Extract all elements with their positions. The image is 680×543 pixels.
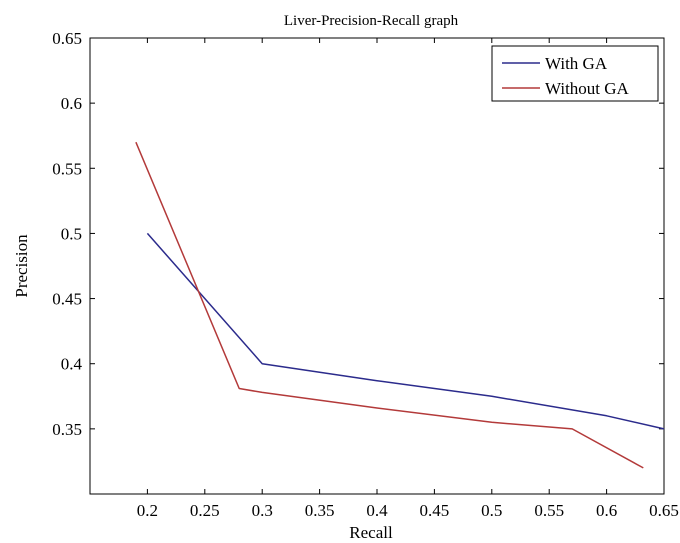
x-tick-label: 0.35 (305, 501, 335, 520)
y-tick-label: 0.45 (52, 290, 82, 309)
y-tick-label: 0.55 (52, 159, 82, 178)
x-axis-label: Recall (349, 523, 393, 542)
y-tick-label: 0.35 (52, 420, 82, 439)
y-tick-label: 0.6 (61, 94, 82, 113)
x-tick-label: 0.3 (252, 501, 273, 520)
legend-label-with-ga: With GA (545, 54, 608, 73)
x-tick-label: 0.25 (190, 501, 220, 520)
x-tick-label: 0.55 (534, 501, 564, 520)
legend: With GA Without GA (491, 45, 659, 102)
series-line-with-ga (146, 232, 665, 430)
y-tick-label: 0.5 (61, 224, 82, 243)
series-line-without-ga (135, 141, 644, 469)
x-axis-ticks: 0.2 0.25 0.3 0.35 0.4 0.45 0.5 0.55 0.6 0.65 (137, 38, 679, 520)
y-tick-label: 0.65 (52, 29, 82, 48)
legend-label-without-ga: Without GA (545, 79, 630, 98)
x-tick-label: 0.4 (366, 501, 388, 520)
x-tick-label: 0.45 (420, 501, 450, 520)
x-tick-label: 0.5 (481, 501, 502, 520)
x-tick-label: 0.6 (596, 501, 617, 520)
x-tick-label: 0.65 (649, 501, 679, 520)
x-tick-label: 0.2 (137, 501, 158, 520)
y-axis-label: Precision (12, 234, 31, 298)
series-layer (135, 141, 665, 469)
chart-title: Liver-Precision-Recall graph (284, 13, 459, 29)
y-tick-label: 0.4 (61, 355, 83, 374)
y-axis-ticks: 0.35 0.4 0.45 0.5 0.55 0.6 0.65 (52, 29, 664, 439)
plot-area (89, 37, 665, 495)
legend-box (491, 45, 659, 102)
